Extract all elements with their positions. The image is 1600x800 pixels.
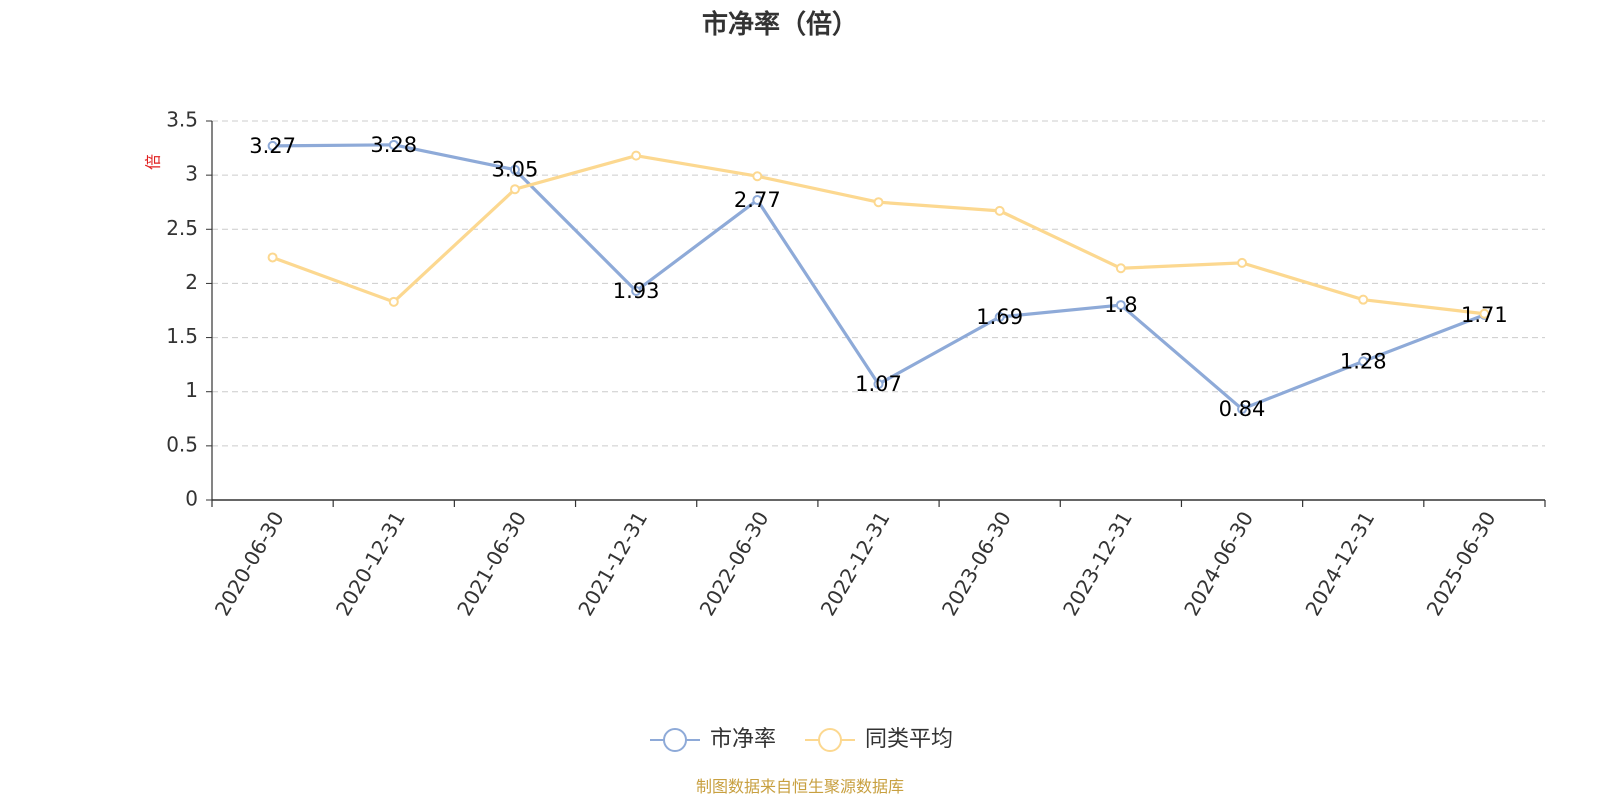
data-point[interactable]	[388, 139, 399, 150]
y-tick-label: 1	[185, 378, 198, 402]
data-point[interactable]	[1358, 356, 1369, 367]
y-tick-label: 2.5	[166, 216, 198, 240]
x-tick-label: 2024-12-31	[1300, 507, 1379, 620]
data-point[interactable]	[1358, 294, 1369, 305]
x-tick-label: 2022-06-30	[695, 507, 774, 620]
data-point[interactable]	[388, 296, 399, 307]
y-tick-label: 3.5	[166, 108, 198, 132]
y-tick-label: 3	[185, 162, 198, 186]
x-tick-label: 2020-12-31	[331, 507, 410, 620]
data-point[interactable]	[994, 311, 1005, 322]
data-label: 1.93	[613, 279, 660, 303]
data-label: 1.69	[976, 305, 1023, 329]
data-point[interactable]	[267, 140, 278, 151]
y-tick-label: 0.5	[166, 432, 198, 456]
y-axis-unit-label: 倍	[144, 154, 163, 170]
legend-label: 市净率	[710, 727, 776, 752]
data-point[interactable]	[631, 286, 642, 297]
data-point[interactable]	[631, 150, 642, 161]
x-tick-label: 2021-06-30	[452, 507, 531, 620]
y-tick-label: 1.5	[166, 324, 198, 348]
y-tick-label: 2	[185, 270, 198, 294]
x-tick-label: 2023-06-30	[937, 507, 1016, 620]
data-point[interactable]	[1237, 257, 1248, 268]
data-point[interactable]	[1237, 404, 1248, 415]
data-label: 3.28	[370, 133, 417, 157]
legend[interactable]: 市净率 同类平均	[650, 727, 953, 752]
data-labels: 3.27 3.28 3.05 1.93 2.77 1.07 1.69 1.8 0.84 1.28 1…	[249, 133, 1508, 421]
x-tick-label: 2023-12-31	[1058, 507, 1137, 620]
legend-marker	[663, 728, 687, 752]
data-label: 1.07	[855, 372, 902, 396]
data-label: 2.77	[734, 188, 781, 212]
x-tick-label: 2021-12-31	[573, 507, 652, 620]
source-note: 制图数据来自恒生聚源数据库	[696, 777, 904, 796]
chart-title: 市净率（倍）	[702, 9, 858, 40]
data-point[interactable]	[509, 164, 520, 175]
axes: 0 0.5 1 1.5 2 2.5 3 3.5 2020-06-30 2020-12-31 2021…	[166, 108, 1546, 620]
legend-item-pb[interactable]: 市净率	[650, 727, 776, 752]
data-point[interactable]	[752, 171, 763, 182]
legend-marker	[818, 728, 842, 752]
data-point[interactable]	[509, 184, 520, 195]
grid-lines	[212, 120, 1545, 447]
legend-label: 同类平均	[865, 727, 953, 752]
y-tick-label: 0	[185, 487, 198, 511]
data-label: 0.84	[1219, 397, 1266, 421]
x-tick-label: 2020-06-30	[210, 507, 289, 620]
data-point[interactable]	[873, 197, 884, 208]
data-label: 1.28	[1340, 349, 1387, 373]
data-point[interactable]	[1115, 300, 1126, 311]
data-label: 3.27	[249, 134, 296, 158]
x-tick-label: 2022-12-31	[816, 507, 895, 620]
data-point[interactable]	[752, 195, 763, 206]
series-line-peer-average	[272, 154, 1485, 316]
series-line-pb	[272, 143, 1485, 411]
data-label: 3.05	[492, 158, 539, 182]
legend-item-peer-average[interactable]: 同类平均	[805, 727, 953, 752]
x-tick-label: 2025-06-30	[1422, 507, 1501, 620]
data-label: 1.8	[1104, 293, 1137, 317]
data-point[interactable]	[1479, 308, 1490, 319]
data-label: 1.71	[1461, 303, 1508, 327]
series-layer	[267, 139, 1490, 415]
data-point[interactable]	[994, 205, 1005, 216]
data-point[interactable]	[267, 252, 278, 263]
x-tick-label: 2024-06-30	[1179, 507, 1258, 620]
data-point[interactable]	[873, 379, 884, 390]
data-point[interactable]	[1115, 263, 1126, 274]
